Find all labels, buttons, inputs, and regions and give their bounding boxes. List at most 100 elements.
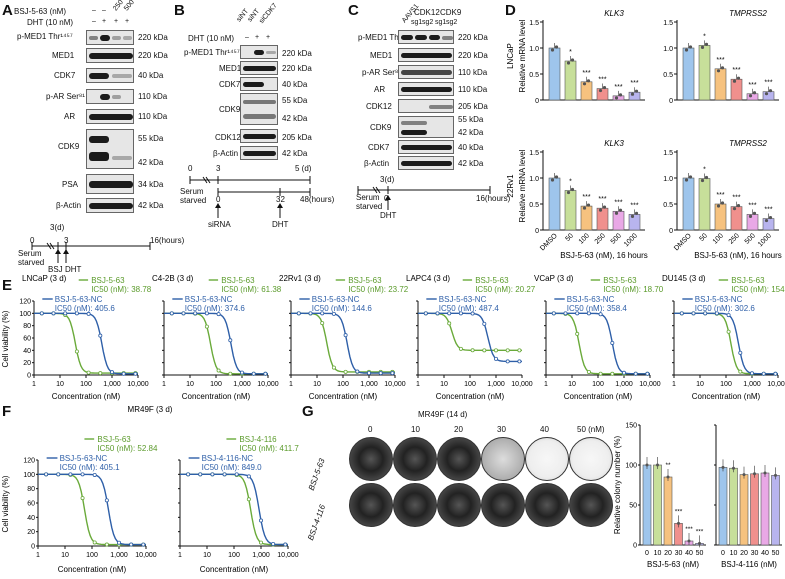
c-col-label: CDK12 [414,8,440,17]
d-point [720,66,725,70]
d-point [566,61,571,65]
c-protein-label: CDK12 [366,102,392,111]
f-y-tick-label: 100 [23,472,35,479]
d-bar [596,88,609,101]
d-point [688,45,693,49]
e-legend-blue-ic: IC50 (nM): 358.4 [567,304,628,313]
c-subcol-label: sg1 [411,19,423,26]
e-point [74,349,79,354]
f-legend-blue: BSJ-4-116-NC [202,454,254,463]
a-blot-psa [86,174,134,194]
d-sig-mark: * [703,33,706,40]
d-point [570,58,575,62]
a-dht-label: DHT (10 nM) [27,18,74,27]
colony-dish [349,437,393,481]
e-legend-green-ic: IC50 (nM): 38.78 [91,285,152,294]
f-point [92,472,97,477]
c-col-label: CDK9 [440,8,462,17]
colony-dish [349,483,393,527]
d-point [720,201,725,205]
g-point [666,475,670,479]
e-point [586,311,591,316]
d-x-tick-label: 50 [564,232,575,243]
d-point [586,79,591,83]
d-y-tick-label: 0.5 [663,72,673,79]
d-y-tick-label: 0.5 [663,202,673,209]
g-point [645,463,649,467]
e-point [645,371,650,376]
g-dose-label: 20 [454,425,463,434]
e-legend-blue-ic: IC50 (nM): 144.6 [312,304,373,313]
e-x-tick-label: 10,000 [127,381,149,388]
g-sig-mark: ** [665,462,671,469]
e-point [493,356,498,361]
b-blot-cdk12 [240,129,278,143]
e-point [251,371,256,376]
e-xlabel: Concentration (nM) [692,392,761,401]
a-size-label: 55 kDa [138,134,164,143]
d-sig-mark: *** [764,80,772,87]
panel-letter-e: E [2,277,13,294]
d-x-tick-label: 100 [712,232,725,245]
e-y-tick-label: 20 [23,360,31,367]
f-curve-green [38,473,146,546]
b-timeline-tick: 32 [276,195,285,204]
e-x-tick-label: 100 [210,381,222,388]
e-x-tick-label: 100 [464,381,476,388]
d-point [550,48,555,52]
f-x-tick-label: 10,000 [135,552,157,559]
d-bar [714,203,727,231]
f-point [92,540,97,545]
a-bsj-val: – [92,7,96,14]
f-legend-green: BSJ-4-116 [239,435,277,444]
d-point [582,206,587,210]
b-protein-label: β-Actin [213,149,239,158]
d-sig-mark: *** [582,70,590,77]
d-xlabel: BSJ-5-63 (nM), 16 hours [694,251,782,260]
b-protein-label: p-MED1 Thr¹⁴⁵⁷ [184,48,240,57]
f-point [104,542,109,547]
e-point [63,311,68,316]
d-point [736,204,741,208]
a-timeline [31,242,151,263]
a-timeline-tick: 3 [64,236,69,245]
e-point [726,313,731,318]
d-xlabel: BSJ-5-63 (nM), 16 hours [560,251,648,260]
c-timeline-arrow-label: DHT [380,211,397,220]
e-point [726,329,731,334]
e-point [563,311,568,316]
d-point [684,178,689,182]
e-legend-green: BSJ-5-63 [348,276,382,285]
d-point [732,79,737,83]
f-point [68,472,73,477]
f-y-tick-label: 120 [23,458,35,465]
g-point [742,473,746,477]
e-point [355,369,360,374]
a-blot-med1 [86,48,134,63]
g-x-tick-label: 40 [761,550,769,557]
c-protein-label: CDK7 [368,143,390,152]
g-dose-label: 10 [411,425,420,434]
b-blot-cdk7 [240,77,278,91]
d-point [700,178,705,183]
d-point [602,205,607,209]
a-blot-ar [86,109,134,124]
f-legend-blue-ic: IC50 (nM): 849.0 [202,463,263,472]
e-legend-green: BSJ-5-63 [91,276,125,285]
d-point [630,214,635,218]
b-protein-label: CDK12 [215,133,241,142]
a-size-label: 40 kDa [138,71,164,80]
c-timeline-top: 3(d) [380,175,395,184]
d-sig-mark: *** [582,194,590,201]
b-blot-cdk9 [240,93,278,125]
a-dht-val: – [92,18,96,25]
d-y-tick-label: 0 [535,98,539,105]
e-x-tick-label: 1,000 [360,381,378,388]
e-point [458,311,463,316]
d-point [598,208,603,212]
d-sig-mark: *** [598,77,606,84]
colony-dish [525,437,569,481]
d-sig-mark: *** [598,196,606,203]
panel-letter-f: F [2,403,12,420]
a-protein-label: CDK9 [58,142,80,151]
